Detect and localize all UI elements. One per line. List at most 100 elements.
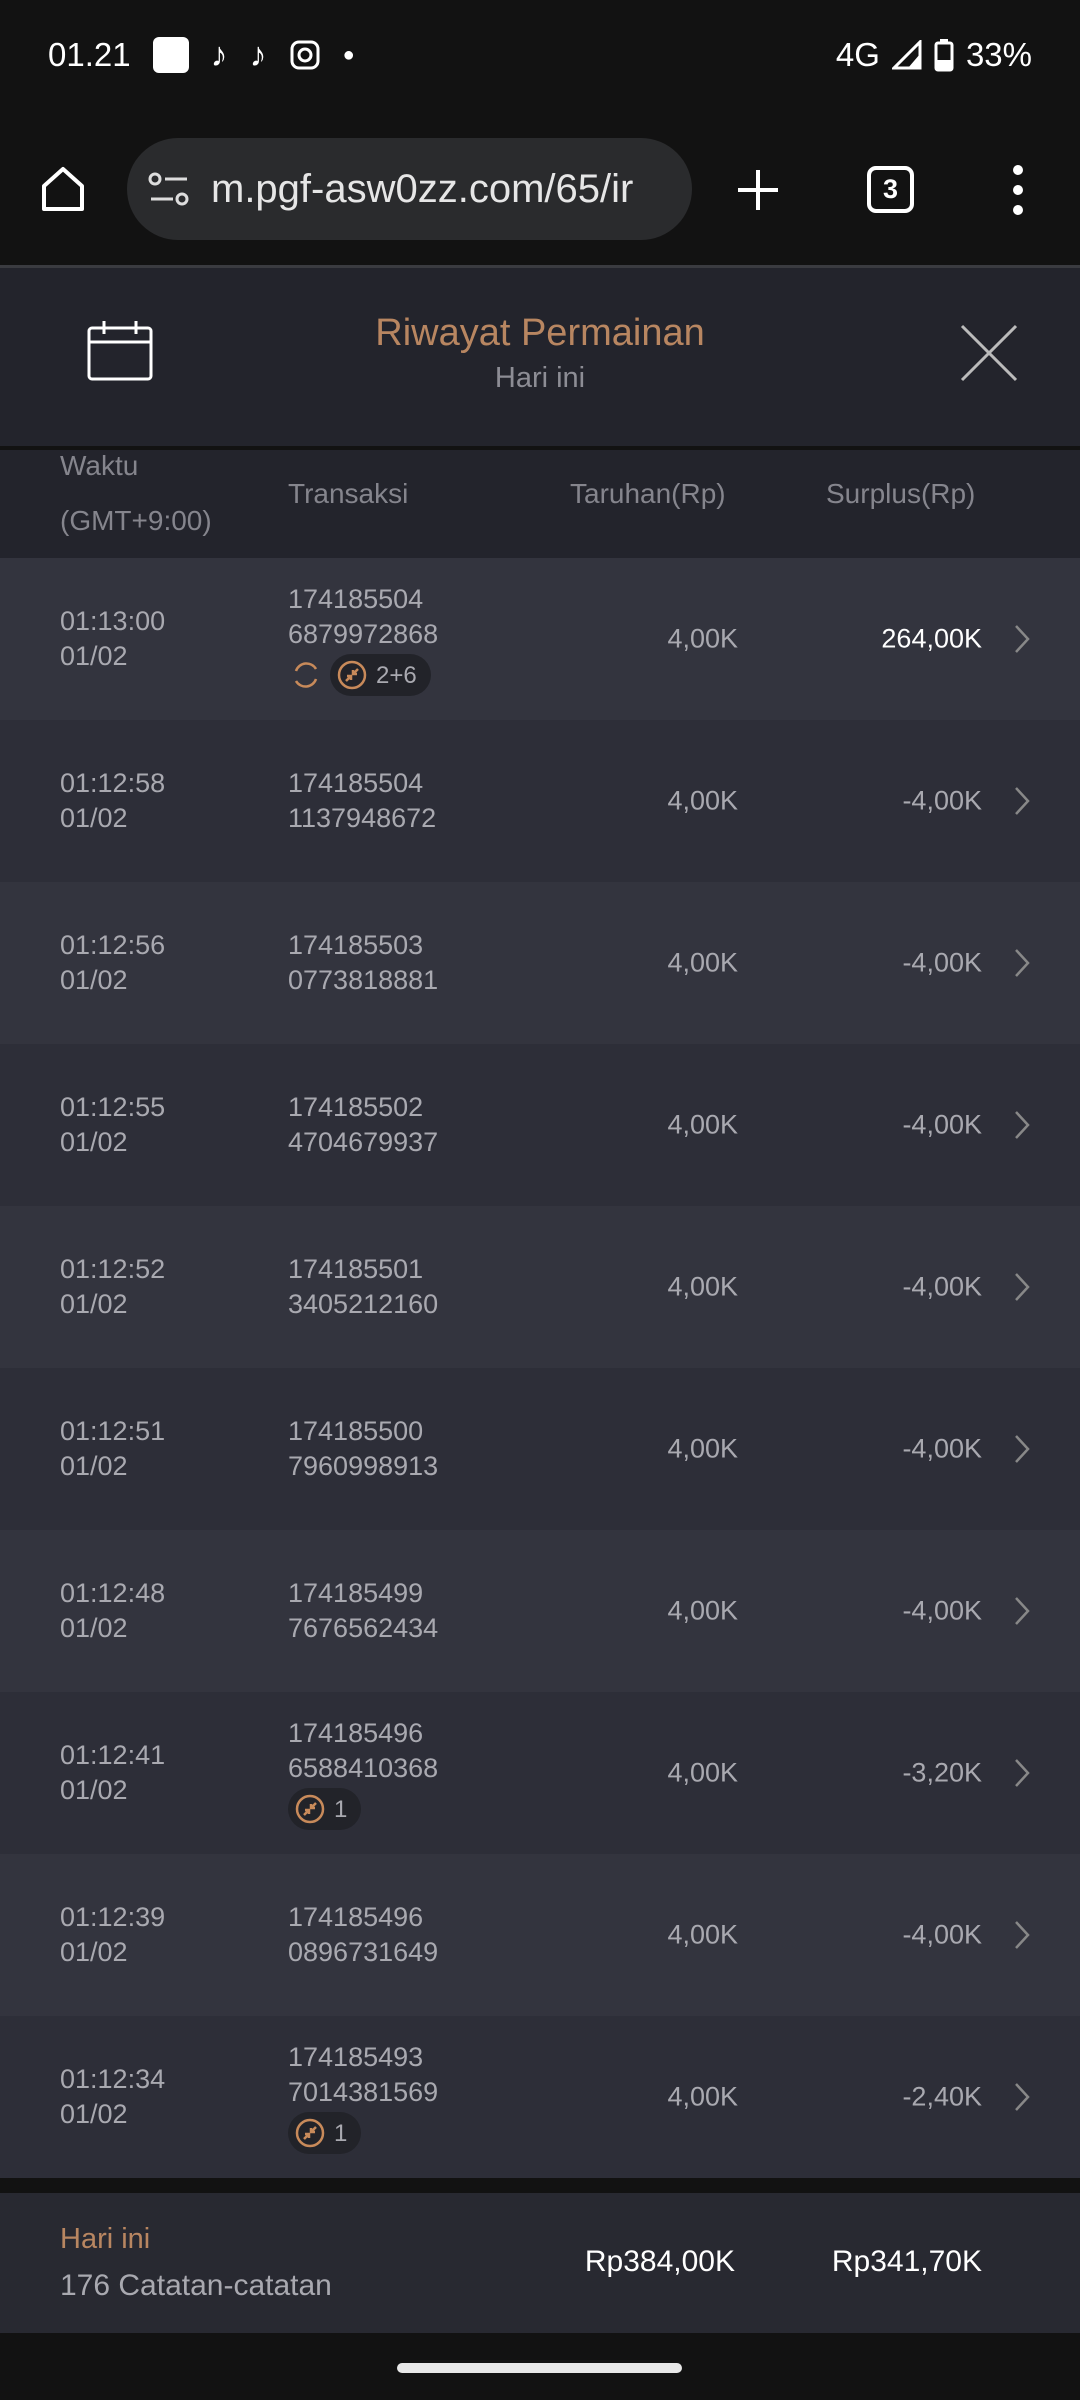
transaction-id-part2: 7676562434 xyxy=(288,1613,439,1643)
transaction-id-part2: 3405212160 xyxy=(288,1289,439,1319)
row-surplus: -4,00K xyxy=(902,1595,982,1626)
row-surplus: -4,00K xyxy=(902,1919,982,1950)
close-icon[interactable] xyxy=(960,324,1018,382)
chevron-right-icon[interactable] xyxy=(1014,1272,1030,1302)
page-subtitle: Hari ini xyxy=(494,362,586,394)
table-row[interactable]: 01:12:34 01/02 174185493 7014381569 1 4,00K… xyxy=(0,2016,1080,2178)
free-spin-badge: 1 xyxy=(288,1788,362,1830)
battery-icon xyxy=(934,39,954,72)
more-menu-icon[interactable] xyxy=(1006,164,1030,216)
home-icon[interactable] xyxy=(38,164,88,214)
table-row[interactable]: 01:12:58 01/02 174185504 1137948672 4,00K … xyxy=(0,720,1080,882)
row-time: 01:13:00 xyxy=(60,606,166,636)
transaction-id-part1: 174185502 xyxy=(288,1092,424,1122)
column-time: Waktu xyxy=(60,450,139,481)
table-row[interactable]: 01:12:55 01/02 174185502 4704679937 4,00K … xyxy=(0,1044,1080,1206)
page-header: Riwayat Permainan Hari ini xyxy=(0,268,1080,446)
calendar-icon[interactable] xyxy=(86,320,154,382)
table-row[interactable]: 01:12:52 01/02 174185501 3405212160 4,00K … xyxy=(0,1206,1080,1368)
row-date: 01/02 xyxy=(60,2099,128,2129)
row-time: 01:12:39 xyxy=(60,1902,166,1932)
row-bet: 4,00K xyxy=(667,2081,738,2112)
column-bet: Taruhan(Rp) xyxy=(570,478,726,509)
chevron-right-icon[interactable] xyxy=(1014,786,1030,816)
row-date: 01/02 xyxy=(60,641,128,671)
url-bar[interactable]: m.pgf-asw0zz.com/65/ir xyxy=(127,138,692,240)
row-time: 01:12:48 xyxy=(60,1578,166,1608)
free-spin-badge: 1 xyxy=(288,2112,362,2154)
chevron-right-icon[interactable] xyxy=(1014,1434,1030,1464)
tab-switcher-button[interactable]: 3 xyxy=(867,166,914,213)
refresh-icon xyxy=(294,662,318,688)
browser-toolbar: m.pgf-asw0zz.com/65/ir 3 xyxy=(0,110,1080,265)
home-gesture-handle[interactable] xyxy=(397,2363,682,2373)
row-bet: 4,00K xyxy=(667,785,738,816)
row-bet: 4,00K xyxy=(667,623,738,654)
row-date: 01/02 xyxy=(60,1613,128,1643)
row-time: 01:12:51 xyxy=(60,1416,166,1446)
transaction-id-part2: 0896731649 xyxy=(288,1937,439,1967)
transaction-id-part1: 174185501 xyxy=(288,1254,424,1284)
row-time: 01:12:34 xyxy=(60,2064,166,2094)
table-row[interactable]: 01:12:48 01/02 174185499 7676562434 4,00K … xyxy=(0,1530,1080,1692)
transaction-id-part2: 6879972868 xyxy=(288,619,439,649)
row-surplus: -4,00K xyxy=(902,947,982,978)
status-bar: 01.21 ♪ ♪ ● 4G 33% xyxy=(0,0,1080,110)
table-row[interactable]: 01:12:39 01/02 174185496 0896731649 4,00K … xyxy=(0,1854,1080,2016)
badge-count: 1 xyxy=(334,2119,348,2147)
chevron-right-icon[interactable] xyxy=(1014,2082,1030,2112)
row-date: 01/02 xyxy=(60,1451,128,1481)
transaction-id-part2: 6588410368 xyxy=(288,1753,439,1783)
chevron-right-icon[interactable] xyxy=(1014,1758,1030,1788)
table-row[interactable]: 01:12:41 01/02 174185496 6588410368 1 4,00K… xyxy=(0,1692,1080,1854)
table-row[interactable]: 01:12:51 01/02 174185500 7960998913 4,00K … xyxy=(0,1368,1080,1530)
url-text[interactable]: m.pgf-asw0zz.com/65/ir xyxy=(211,166,634,211)
row-bet: 4,00K xyxy=(667,1757,738,1788)
transaction-id-part2: 4704679937 xyxy=(288,1127,439,1157)
table-row[interactable]: 01:13:00 01/02 174185504 6879972868 2+6 4,0… xyxy=(0,558,1080,720)
row-bet: 4,00K xyxy=(667,1109,738,1140)
row-date: 01/02 xyxy=(60,1937,128,1967)
transaction-id-part1: 174185493 xyxy=(288,2042,424,2072)
history-list: 01:13:00 01/02 174185504 6879972868 2+6 4,0… xyxy=(0,558,1080,2178)
table-row[interactable]: 01:12:56 01/02 174185503 0773818881 4,00K … xyxy=(0,882,1080,1044)
free-spin-icon xyxy=(295,1794,325,1824)
chevron-right-icon[interactable] xyxy=(1014,1596,1030,1626)
site-settings-icon[interactable] xyxy=(147,169,191,209)
row-time: 01:12:41 xyxy=(60,1740,166,1770)
bonus-badges: 1 xyxy=(288,1788,438,1830)
transaction-id-part1: 174185500 xyxy=(288,1416,424,1446)
row-date: 01/02 xyxy=(60,1775,128,1805)
row-time: 01:12:58 xyxy=(60,768,166,798)
badge-count: 2+6 xyxy=(376,661,417,689)
chevron-right-icon[interactable] xyxy=(1014,1920,1030,1950)
row-bet: 4,00K xyxy=(667,1271,738,1302)
transaction-id-part1: 174185496 xyxy=(288,1902,424,1932)
free-spin-icon xyxy=(295,2118,325,2148)
network-type: 4G xyxy=(835,36,880,73)
badge-count: 1 xyxy=(334,1795,348,1823)
transaction-id-part1: 174185499 xyxy=(288,1578,424,1608)
chevron-right-icon[interactable] xyxy=(1014,1110,1030,1140)
total-bet: Rp384,00K xyxy=(584,2245,735,2278)
footer-label: Hari ini xyxy=(60,2223,151,2255)
summary-footer: Hari ini 176 Catatan-catatan Rp384,00K R… xyxy=(0,2193,1080,2333)
tab-count: 3 xyxy=(882,174,899,204)
app-notification-icon xyxy=(152,37,189,73)
signal-icon xyxy=(891,40,922,70)
bonus-badges: 1 xyxy=(288,2112,438,2154)
new-tab-icon[interactable] xyxy=(735,167,781,213)
dot-icon: ● xyxy=(342,43,355,66)
tiktok-icon: ♪ xyxy=(210,35,228,74)
row-surplus: -4,00K xyxy=(902,785,982,816)
transaction-id-part1: 174185504 xyxy=(288,768,424,798)
row-time: 01:12:55 xyxy=(60,1092,166,1122)
instagram-icon xyxy=(290,40,320,70)
column-transaction: Transaksi xyxy=(288,478,409,509)
transaction-id-part2: 7014381569 xyxy=(288,2077,439,2107)
row-time: 01:12:52 xyxy=(60,1254,166,1284)
transaction-id-part2: 7960998913 xyxy=(288,1451,439,1481)
chevron-right-icon[interactable] xyxy=(1014,948,1030,978)
chevron-right-icon[interactable] xyxy=(1014,624,1030,654)
column-surplus: Surplus(Rp) xyxy=(826,478,976,509)
